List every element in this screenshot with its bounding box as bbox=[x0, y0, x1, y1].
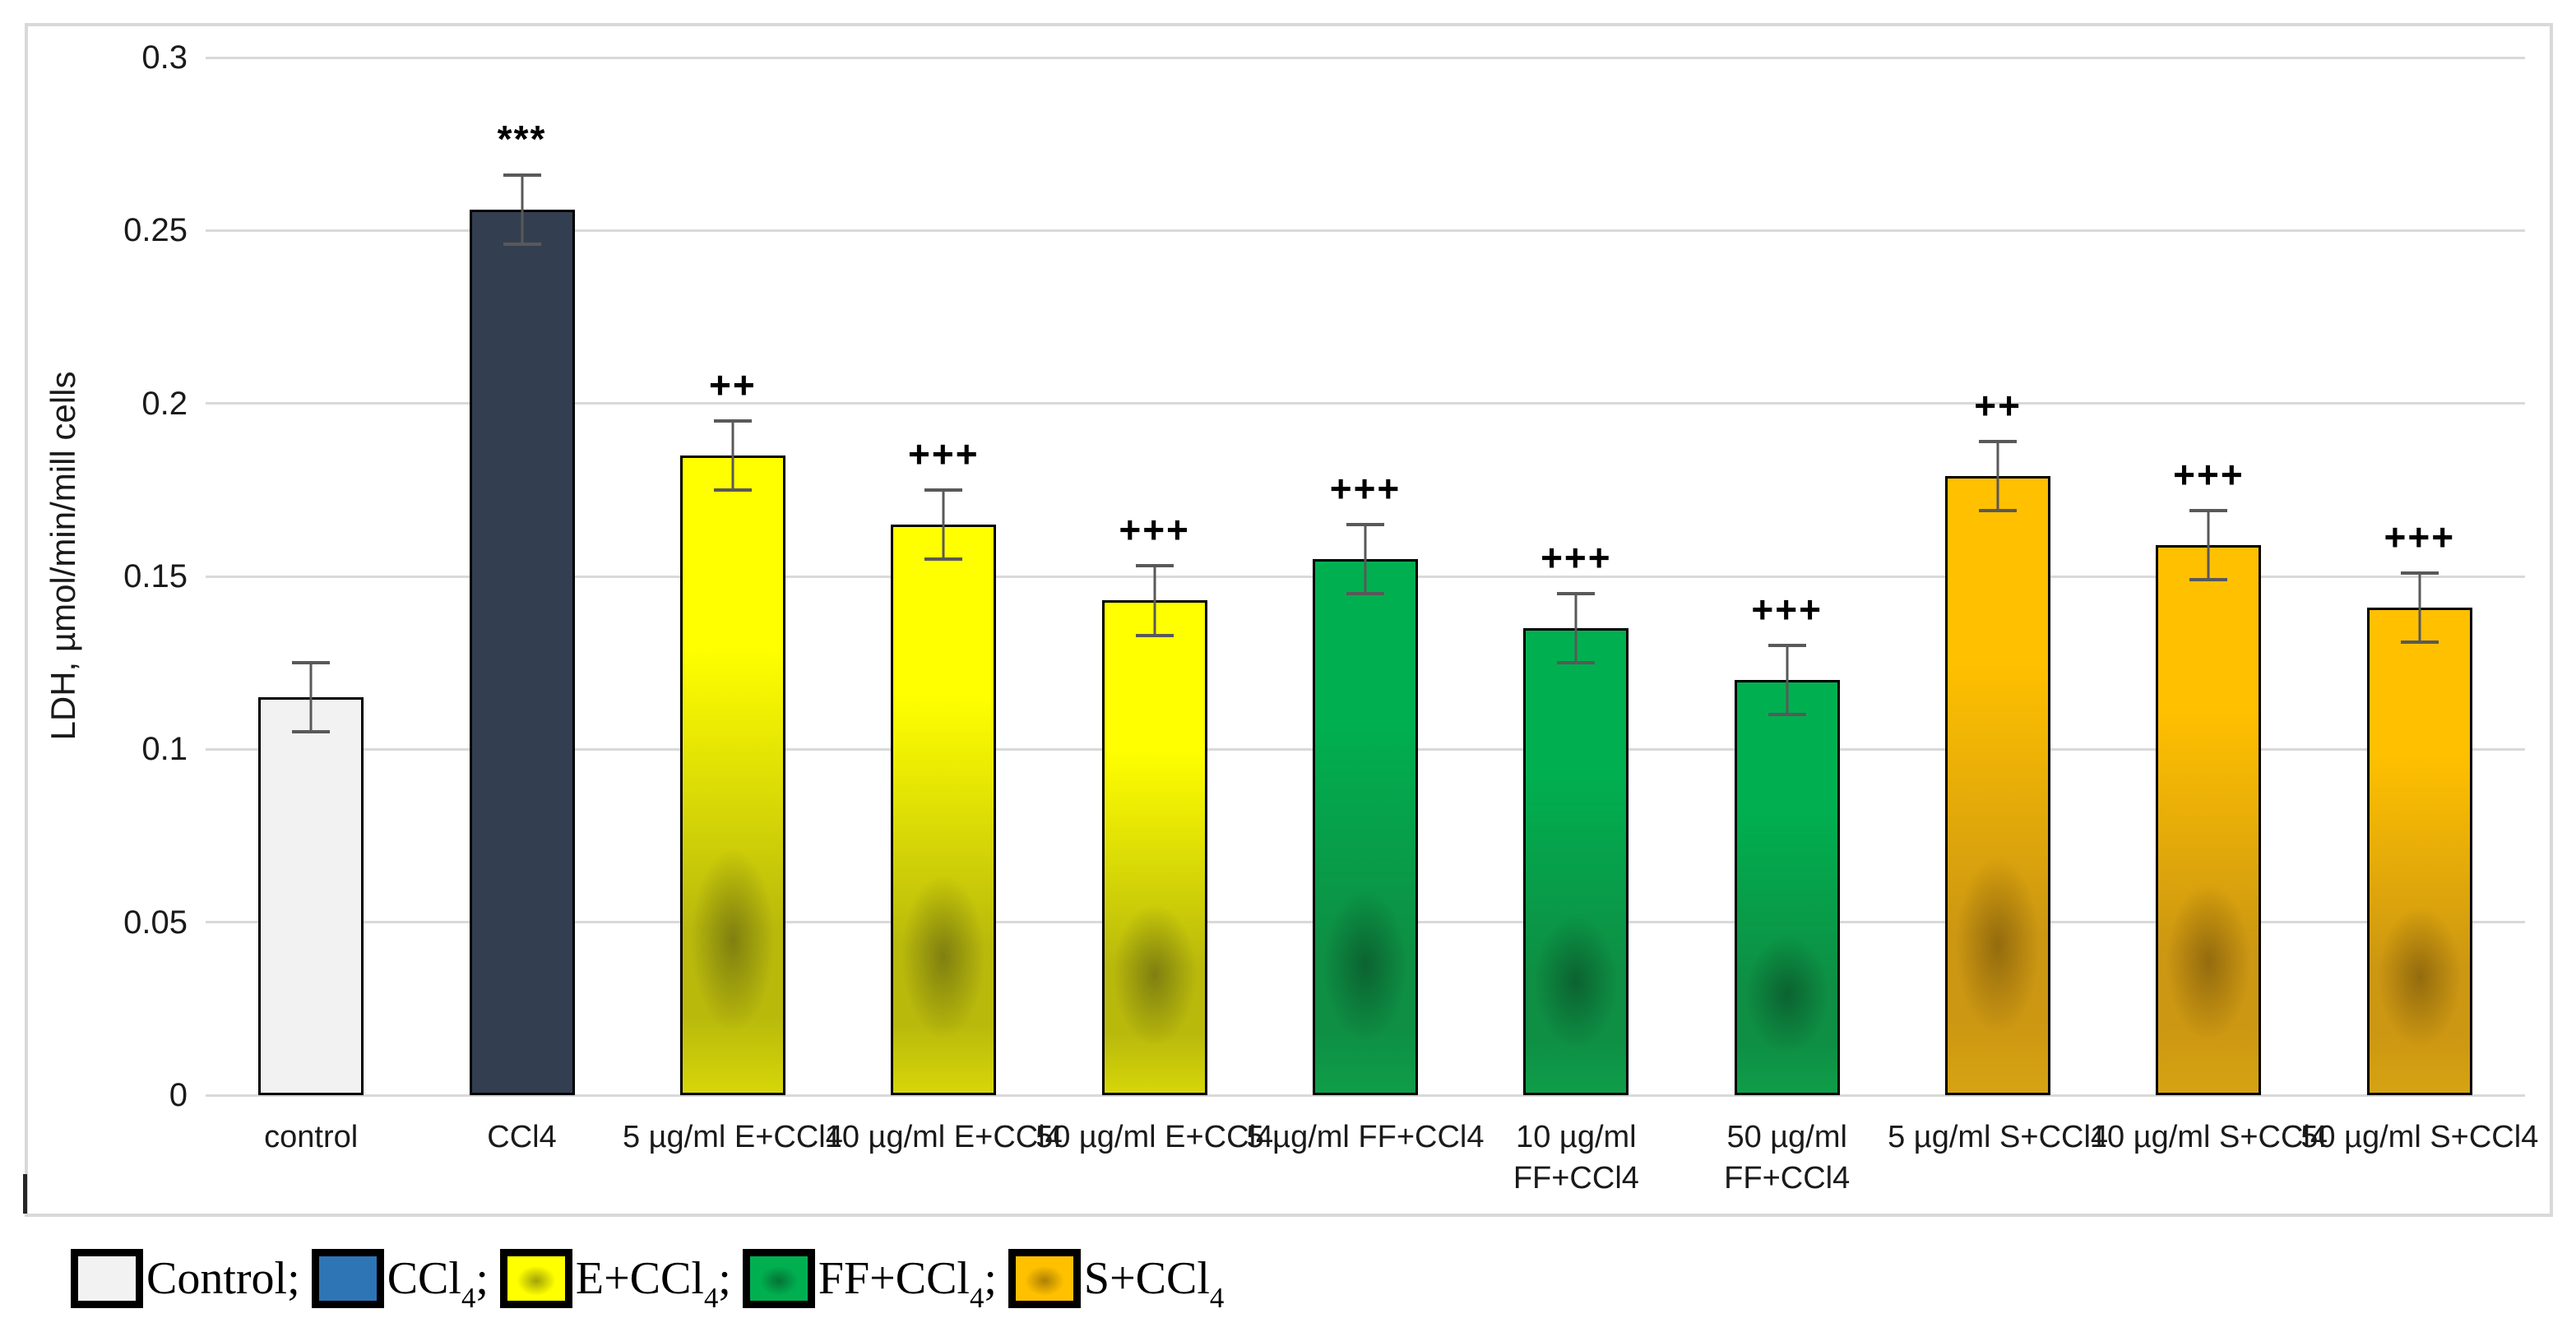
gridline-0.3 bbox=[206, 56, 2525, 59]
legend-label-control: Control; bbox=[146, 1253, 300, 1304]
error-bar-cap-bottom bbox=[1557, 661, 1596, 665]
gridline-0.25 bbox=[206, 229, 2525, 232]
y-tick-label: 0 bbox=[169, 1077, 188, 1113]
error-bar-line bbox=[1996, 441, 1999, 511]
error-bar-cap-bottom bbox=[1346, 592, 1384, 596]
error-bar-line bbox=[942, 489, 945, 559]
error-bar-cap-bottom bbox=[1979, 509, 2018, 513]
x-category-label: CCl4 bbox=[487, 1120, 557, 1154]
error-bar-line bbox=[1364, 524, 1367, 594]
significance-annotation: +++ bbox=[2173, 453, 2245, 497]
x-category-label: control bbox=[264, 1120, 359, 1154]
bar-5-µg/ml-FF+CCl4 bbox=[1313, 558, 1418, 1095]
significance-annotation: ++ bbox=[709, 363, 757, 406]
y-tick-label: 0.15 bbox=[123, 558, 188, 594]
error-bar-cap-top bbox=[503, 173, 541, 178]
error-bar-cap-bottom bbox=[2189, 578, 2228, 582]
error-bar-cap-top bbox=[1979, 439, 2018, 443]
error-bar-cap-top bbox=[1768, 644, 1806, 648]
bar-50-µg/ml-E+CCl4 bbox=[1101, 600, 1207, 1095]
error-bar-cap-bottom bbox=[713, 488, 752, 492]
y-tick-label: 0.1 bbox=[141, 731, 188, 768]
legend: Control; CCl4; E+CCl4; FF+CCl4; S+CCl4 bbox=[71, 1245, 1235, 1312]
error-bar-cap-top bbox=[924, 488, 963, 492]
bar-CCl4 bbox=[469, 210, 575, 1095]
x-category-label: 10 µg/ml S+CCl4 bbox=[2089, 1120, 2328, 1154]
error-bar-cap-bottom bbox=[1768, 713, 1806, 717]
legend-label-E: E+CCl4; bbox=[575, 1253, 731, 1315]
x-category-label: 50 µg/ml S+CCl4 bbox=[2300, 1120, 2539, 1154]
significance-annotation: ++ bbox=[1974, 383, 2022, 427]
legend-swatch-control bbox=[71, 1249, 143, 1308]
error-bar-cap-top bbox=[713, 419, 752, 423]
error-bar-line bbox=[1786, 645, 1789, 715]
error-bar-cap-bottom bbox=[292, 730, 331, 734]
error-bar-line bbox=[2418, 572, 2421, 642]
error-bar-cap-bottom bbox=[2400, 640, 2439, 644]
gridline-0.2 bbox=[206, 402, 2525, 405]
legend-label-FF: FF+CCl4; bbox=[818, 1253, 997, 1315]
error-bar-cap-top bbox=[1557, 592, 1596, 596]
significance-annotation: +++ bbox=[1329, 466, 1402, 510]
bar-5-µg/ml-E+CCl4 bbox=[679, 455, 785, 1095]
legend-label-S: S+CCl4 bbox=[1083, 1253, 1225, 1315]
error-bar-cap-top bbox=[292, 661, 331, 665]
significance-annotation: +++ bbox=[1751, 588, 1823, 631]
y-tick-label: 0.2 bbox=[141, 385, 188, 422]
x-category-label: 50 µg/ml E+CCl4 bbox=[1035, 1120, 1274, 1154]
error-bar-line bbox=[2207, 511, 2210, 580]
error-bar-line bbox=[1153, 566, 1156, 636]
significance-annotation: +++ bbox=[1119, 508, 1190, 552]
y-tick-label: 0.3 bbox=[141, 39, 188, 76]
error-bar-cap-top bbox=[1346, 522, 1384, 526]
error-bar-cap-top bbox=[1135, 564, 1174, 568]
plot-area: *** ++ +++ +++ +++ +++ +++ ++ +++ +++ bbox=[206, 56, 2525, 1097]
x-category-label: 50 µg/ml FF+CCl4 bbox=[1724, 1120, 1851, 1196]
significance-annotation: +++ bbox=[907, 432, 980, 475]
bar-10-µg/ml-S+CCl4 bbox=[2156, 545, 2262, 1095]
legend-swatch-E bbox=[499, 1249, 572, 1308]
x-category-label: 5 µg/ml S+CCl4 bbox=[1888, 1120, 2109, 1154]
x-category-label: 10 µg/ml FF+CCl4 bbox=[1513, 1120, 1639, 1196]
legend-swatch-ccl4 bbox=[311, 1249, 384, 1308]
bar-50-µg/ml-FF+CCl4 bbox=[1734, 680, 1840, 1095]
legend-label-ccl4: CCl4; bbox=[387, 1253, 489, 1315]
y-tick-label: 0.05 bbox=[123, 904, 188, 941]
stray-cursor-mark bbox=[23, 1174, 27, 1214]
bar-5-µg/ml-S+CCl4 bbox=[1945, 476, 2051, 1095]
error-bar-line bbox=[731, 420, 734, 490]
x-category-label: 5 µg/ml FF+CCl4 bbox=[1246, 1120, 1485, 1154]
significance-annotation: +++ bbox=[1541, 536, 1612, 580]
x-category-label: 5 µg/ml E+CCl4 bbox=[622, 1120, 843, 1154]
error-bar-cap-bottom bbox=[503, 243, 541, 247]
significance-annotation: +++ bbox=[2384, 515, 2456, 558]
gridline-0 bbox=[206, 1094, 2525, 1097]
x-category-label: 10 µg/ml E+CCl4 bbox=[824, 1120, 1063, 1154]
error-bar-cap-bottom bbox=[1135, 633, 1174, 637]
bar-50-µg/ml-S+CCl4 bbox=[2366, 607, 2472, 1095]
bar-10-µg/ml-E+CCl4 bbox=[891, 524, 997, 1095]
legend-swatch-S bbox=[1008, 1249, 1081, 1308]
bar-10-µg/ml-FF+CCl4 bbox=[1523, 628, 1629, 1095]
chart-card bbox=[25, 23, 2553, 1217]
error-bar-line bbox=[1574, 594, 1578, 664]
legend-swatch-FF bbox=[742, 1249, 815, 1308]
error-bar-cap-top bbox=[2189, 509, 2228, 513]
y-tick-label: 0.25 bbox=[123, 212, 188, 249]
bar-control bbox=[258, 697, 364, 1095]
error-bar-cap-bottom bbox=[924, 557, 963, 561]
error-bar-line bbox=[309, 663, 313, 733]
error-bar-cap-top bbox=[2400, 571, 2439, 575]
significance-annotation: *** bbox=[497, 118, 547, 161]
error-bar-line bbox=[521, 175, 524, 245]
